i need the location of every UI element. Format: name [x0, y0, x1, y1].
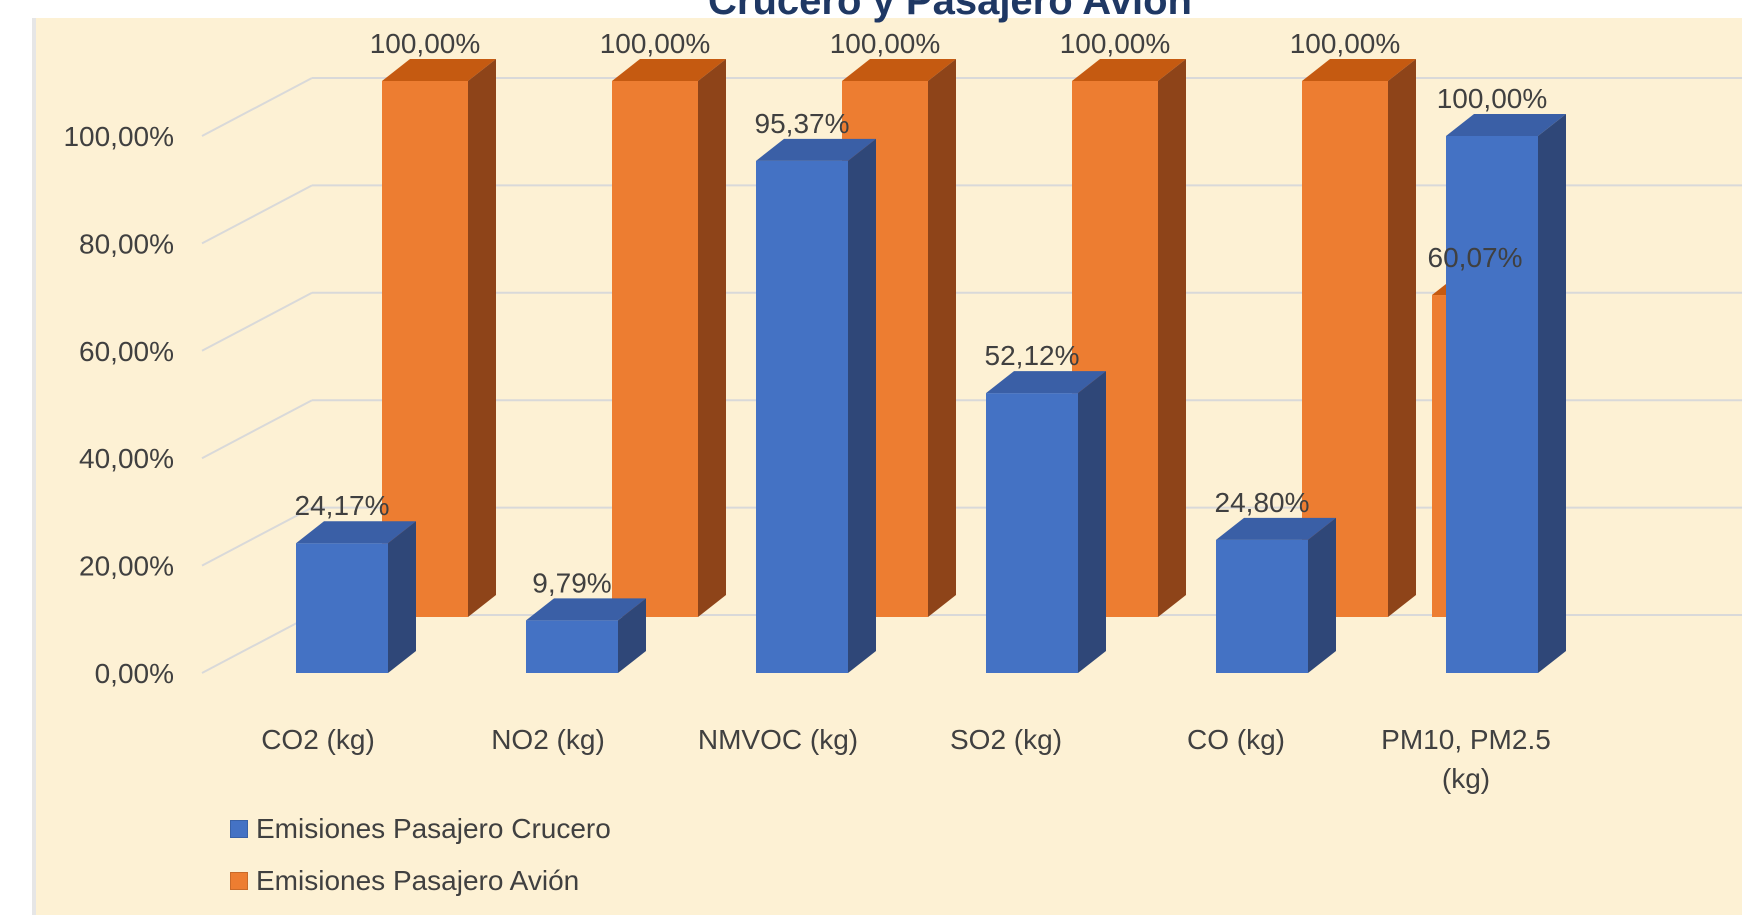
x-category-label: NO2 (kg): [491, 724, 605, 755]
y-tick-label: 20,00%: [79, 551, 174, 582]
gridline-diagonal: [201, 77, 313, 137]
gridline-diagonal: [201, 291, 313, 352]
bar-crucero: [986, 371, 1106, 673]
data-label-crucero: 52,12%: [985, 340, 1080, 371]
chart-title: Crucero y Pasajero Avión: [708, 0, 1192, 23]
crucero-series-bars: [296, 114, 1566, 673]
legend-label-avion: Emisiones Pasajero Avión: [256, 865, 580, 896]
data-label-avion: 100,00%: [830, 28, 941, 59]
bar-crucero-side: [618, 598, 646, 673]
gridline-diagonal: [201, 614, 313, 674]
bar-crucero: [526, 598, 646, 673]
bar-crucero-face: [296, 543, 388, 673]
data-label-avion: 100,00%: [370, 28, 481, 59]
data-label-avion: 100,00%: [1290, 28, 1401, 59]
bar-crucero-face: [1446, 136, 1538, 673]
chart-left-border: [32, 18, 36, 915]
bar-avion-top: [1072, 59, 1186, 81]
bar-crucero-top: [756, 138, 876, 161]
bar-crucero-side: [388, 521, 416, 673]
bar-avion-top: [1302, 59, 1416, 81]
bar-avion-side: [928, 59, 956, 617]
x-category-label: PM10, PM2.5: [1381, 724, 1551, 755]
data-label-crucero: 9,79%: [532, 567, 611, 598]
data-label-avion: 60,07%: [1428, 242, 1523, 273]
y-tick-label: 60,00%: [79, 336, 174, 367]
bar-avion-face: [612, 81, 698, 617]
bar-avion-side: [468, 59, 496, 617]
bar-crucero-side: [848, 138, 876, 673]
bar-avion: [1072, 59, 1186, 617]
legend-swatch-crucero: [230, 820, 248, 838]
data-label-crucero: 24,80%: [1215, 487, 1310, 518]
bar-avion-side: [698, 59, 726, 617]
data-label-avion: 100,00%: [600, 28, 711, 59]
bar-crucero-top: [1216, 517, 1336, 540]
bar-crucero-top: [986, 371, 1106, 394]
gridline-diagonal: [201, 399, 313, 460]
y-tick-label: 100,00%: [63, 121, 174, 152]
bar-crucero: [756, 138, 876, 673]
x-category-label: CO (kg): [1187, 724, 1285, 755]
bar-crucero-face: [756, 160, 848, 673]
legend-swatch-avion: [230, 872, 248, 890]
gridline-diagonal: [201, 506, 313, 567]
y-tick-label: 40,00%: [79, 443, 174, 474]
bar-crucero-top: [526, 598, 646, 621]
bar-avion: [382, 59, 496, 617]
bar-crucero: [296, 521, 416, 673]
x-category-label: NMVOC (kg): [698, 724, 858, 755]
y-tick-label: 80,00%: [79, 228, 174, 259]
bar-crucero: [1216, 517, 1336, 673]
bar-avion-top: [612, 59, 726, 81]
x-category-label: (kg): [1442, 763, 1490, 794]
x-category-label: CO2 (kg): [261, 724, 375, 755]
legend-label-crucero: Emisiones Pasajero Crucero: [256, 813, 611, 844]
bar-crucero-side: [1308, 517, 1336, 673]
x-axis-category-labels: CO2 (kg) NO2 (kg) NMVOC (kg) SO2 (kg) CO (kg…: [261, 724, 1551, 794]
legend-item-crucero: Emisiones Pasajero Crucero: [230, 813, 611, 845]
bar-crucero-face: [986, 393, 1078, 673]
data-label-crucero: 24,17%: [295, 490, 390, 521]
bar-crucero: [1446, 114, 1566, 673]
y-axis-tick-labels: 0,00% 20,00% 40,00% 60,00% 80,00% 100,00%: [63, 121, 174, 689]
bar-avion-top: [382, 59, 496, 81]
bar-avion-top: [842, 59, 956, 81]
data-label-crucero: 100,00%: [1437, 83, 1548, 114]
bar-avion-side: [1388, 59, 1416, 617]
bar-avion: [612, 59, 726, 617]
bar-crucero-side: [1538, 114, 1566, 673]
x-category-label: SO2 (kg): [950, 724, 1062, 755]
bar-crucero-top: [1446, 114, 1566, 136]
data-label-avion: 100,00%: [1060, 28, 1171, 59]
y-tick-label: 0,00%: [95, 658, 174, 689]
data-label-crucero: 95,37%: [755, 108, 850, 139]
gridline-diagonal: [201, 184, 313, 245]
bar-crucero-face: [1216, 539, 1308, 673]
legend-item-avion: Emisiones Pasajero Avión: [230, 865, 579, 897]
bar-crucero-side: [1078, 371, 1106, 673]
data-label-layer: 100,00% 100,00% 100,00% 100,00% 100,00% 60,07…: [295, 28, 1548, 598]
bar-avion-side: [1158, 59, 1186, 617]
bar-crucero-face: [526, 620, 618, 673]
bar-crucero-top: [296, 521, 416, 544]
